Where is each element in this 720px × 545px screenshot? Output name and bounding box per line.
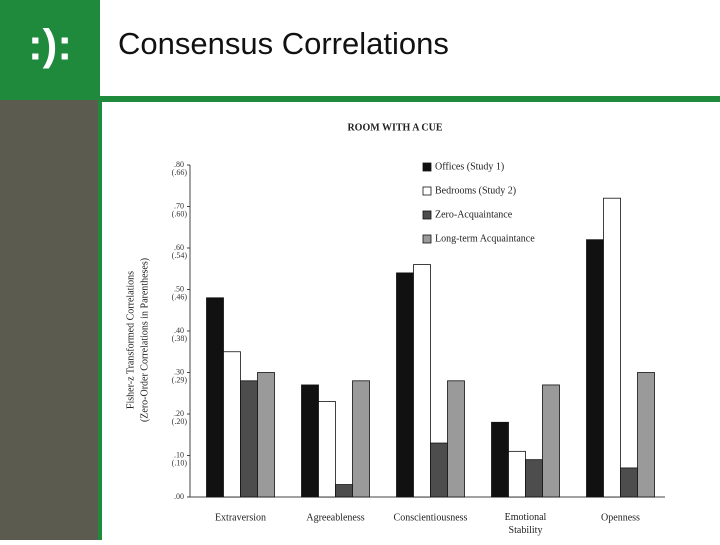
bar xyxy=(525,459,543,498)
x-tick-label: Openness xyxy=(601,512,640,523)
legend-label: Long-term Acquaintance xyxy=(435,233,535,244)
y-tick-label: .10 xyxy=(174,450,184,459)
bar xyxy=(240,380,258,498)
bar xyxy=(447,380,465,498)
slide-title: Consensus Correlations xyxy=(118,26,449,61)
chart-title: ROOM WITH A CUE xyxy=(347,122,442,133)
bar xyxy=(301,384,319,498)
header-rule xyxy=(100,96,720,102)
legend-swatch xyxy=(422,162,432,172)
y-tick-label: .50 xyxy=(174,284,184,293)
y-axis-label: Fisher-z Transformed Correlations xyxy=(125,271,136,409)
legend-swatch xyxy=(422,234,432,244)
logo-box xyxy=(0,0,100,100)
bar xyxy=(335,484,353,498)
y-tick-label: .30 xyxy=(174,367,184,376)
bar xyxy=(223,351,241,498)
legend-label: Zero-Acquaintance xyxy=(435,209,513,220)
y-tick-sublabel: (.54) xyxy=(172,251,188,260)
sidebar xyxy=(0,100,98,540)
bar xyxy=(542,384,560,498)
y-tick-label: .60 xyxy=(174,243,184,252)
y-axis-sublabel: (Zero-Order Correlations in Parentheses) xyxy=(139,258,150,422)
legend-label: Bedrooms (Study 2) xyxy=(435,185,516,196)
bar xyxy=(257,372,275,498)
bar xyxy=(352,380,370,498)
bar xyxy=(508,450,526,498)
bar xyxy=(620,467,638,498)
logo: :): xyxy=(28,21,72,70)
y-tick-sublabel: (.10) xyxy=(172,458,188,467)
y-tick-sublabel: (.20) xyxy=(172,417,188,426)
bar xyxy=(318,401,336,498)
y-tick-sublabel: (.66) xyxy=(172,168,188,177)
bar xyxy=(206,297,224,498)
bar xyxy=(430,442,448,498)
x-tick-label: Agreeableness xyxy=(306,512,364,523)
y-tick-sublabel: (.60) xyxy=(172,209,188,218)
y-tick-sublabel: (.29) xyxy=(172,375,188,384)
x-tick-label: Emotional Stability xyxy=(505,512,547,536)
bar xyxy=(586,239,604,498)
x-tick-label: Extraversion xyxy=(215,512,266,523)
x-tick-label: Conscientiousness xyxy=(394,512,468,523)
bar xyxy=(413,264,431,498)
y-tick-sublabel: (.38) xyxy=(172,334,188,343)
bar xyxy=(637,372,655,498)
y-tick-label: .00 xyxy=(174,492,184,501)
y-tick-label: .80 xyxy=(174,160,184,169)
bar xyxy=(491,421,509,498)
sidebar-rule xyxy=(98,100,102,540)
legend-swatch xyxy=(422,210,432,220)
y-tick-sublabel: (.46) xyxy=(172,292,188,301)
y-tick-label: .70 xyxy=(174,201,184,210)
bar xyxy=(396,272,414,498)
y-tick-label: .40 xyxy=(174,326,184,335)
legend-swatch xyxy=(422,186,432,196)
y-tick-label: .20 xyxy=(174,409,184,418)
chart: ROOM WITH A CUE Fisher-z Transformed Cor… xyxy=(125,122,665,536)
bar xyxy=(603,197,621,498)
legend-label: Offices (Study 1) xyxy=(435,161,504,172)
